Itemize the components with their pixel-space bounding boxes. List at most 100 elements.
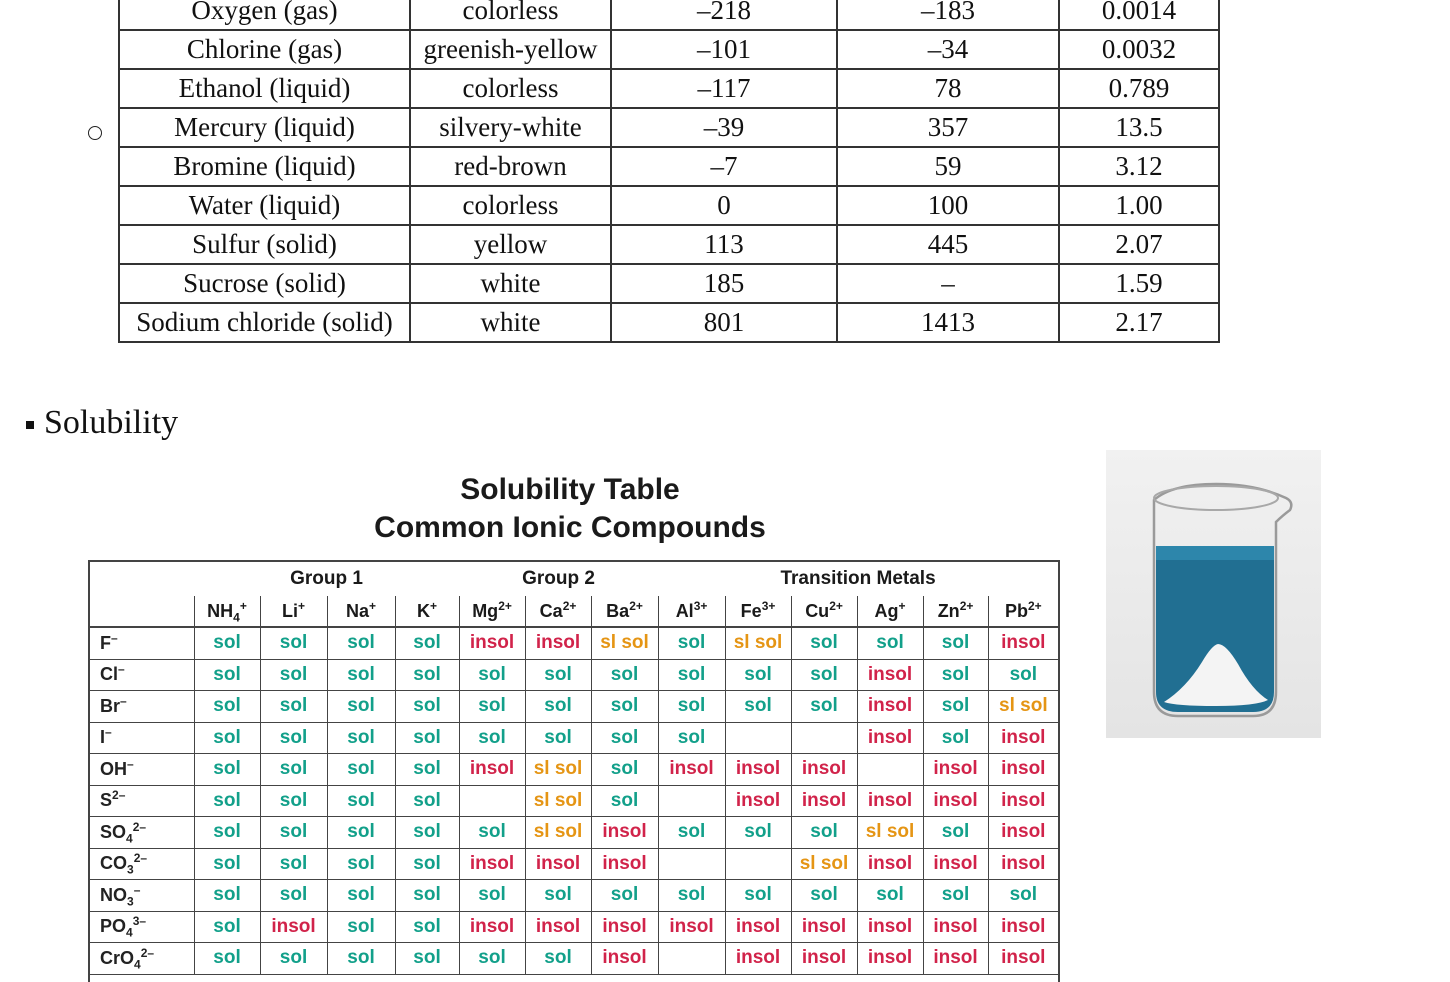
solubility-cell: insol (922, 911, 989, 943)
table-cell: –218 (610, 0, 838, 31)
solubility-cell: insol (259, 911, 327, 943)
solubility-cell: sol (856, 627, 924, 660)
table-row: Ethanol (liquid) colorless –117 78 0.789 (118, 68, 1220, 109)
solubility-cell: sol (524, 722, 592, 754)
solubility-cell: sol (259, 879, 327, 912)
solubility-cell: insol (790, 753, 858, 786)
ion-charge: 2+ (829, 598, 843, 613)
solubility-cell: sol (458, 659, 526, 691)
solubility-cell: insol (590, 911, 659, 943)
ion-symbol: S (100, 790, 113, 811)
ion-symbol: Pb (1004, 600, 1028, 621)
ion-charge: + (369, 598, 377, 613)
solubility-cell: sol (657, 627, 726, 660)
solubility-cell: sol (922, 627, 989, 660)
table-row: NO3– sol sol sol sol sol sol sol sol sol sol sol sol… (90, 879, 1058, 912)
table-row: Chlorine (gas) greenish-yellow –101 –34 0.00… (118, 29, 1220, 70)
table-cell: 1.00 (1058, 185, 1220, 226)
beaker-with-solid-icon (1152, 482, 1293, 718)
table-cell: 2.07 (1058, 224, 1220, 265)
table-row: F– sol sol sol sol insol insol sl sol sol sl sol s… (90, 627, 1058, 660)
anion-header: Cl– (90, 659, 194, 691)
solubility-cell: sol (657, 879, 726, 912)
solubility-cell: sol (259, 659, 327, 691)
table-cell: Bromine (liquid) (118, 146, 411, 187)
anion-header: PO43– (90, 911, 194, 943)
ion-symbol: Cl (100, 664, 118, 685)
cation-header: Cu2+ (790, 596, 858, 628)
anion-header: SO42– (90, 816, 194, 849)
solubility-cell: sol (193, 911, 260, 943)
solubility-table-title: Solubility Table (460, 473, 680, 506)
table-row: Mercury (liquid) silvery-white –39 357 13.5 (118, 107, 1220, 148)
solubility-cell: sol (193, 942, 260, 975)
table-cell: –39 (610, 107, 838, 148)
group-header: Group 2 (522, 568, 595, 589)
ion-charge: 3+ (761, 598, 776, 613)
solubility-cell: sol (657, 816, 726, 849)
solubility-cell: sol (657, 722, 726, 754)
solubility-cell: sol (326, 753, 395, 786)
table-cell: 100 (836, 185, 1060, 226)
corner-cell (90, 596, 194, 628)
solubility-cell: sol (590, 753, 659, 786)
solubility-cell: insol (657, 753, 726, 786)
table-row: Water (liquid) colorless 0 100 1.00 (118, 185, 1220, 226)
solubility-cell: sl sol (524, 753, 592, 786)
table-row: CrO42– sol sol sol sol sol sol insol insol insol i… (90, 942, 1058, 975)
ion-charge: – (118, 662, 125, 677)
ion-subscript: 4 (233, 610, 240, 625)
solubility-cell: sol (724, 816, 792, 849)
solubility-cell: insol (458, 848, 526, 880)
group-header: Transition Metals (780, 568, 936, 589)
table-cell: 2.17 (1058, 302, 1220, 343)
ion-charge: 2+ (562, 598, 577, 613)
solubility-cell: sol (524, 659, 592, 691)
ion-charge: 2– (133, 851, 148, 866)
solubility-cell: sol (326, 942, 395, 975)
section-heading: Solubility (26, 404, 178, 442)
solubility-cell: sol (922, 722, 989, 754)
table-cell: 185 (610, 263, 838, 304)
ion-subscript: 4 (126, 925, 133, 940)
ion-symbol: Al (675, 600, 694, 621)
solubility-cell: sol (922, 659, 989, 691)
beaker-illustration (1106, 450, 1321, 738)
solubility-cell: sol (394, 911, 460, 943)
anion-header: OH– (90, 753, 194, 786)
solubility-cell: sol (259, 722, 327, 754)
solubility-cell: insol (987, 627, 1058, 660)
solubility-cell: insol (922, 785, 989, 817)
solubility-cell: sol (259, 753, 327, 786)
table-cell: colorless (409, 0, 612, 31)
solubility-cell: sol (458, 816, 526, 849)
solubility-cell (724, 848, 792, 880)
table-cell: –117 (610, 68, 838, 109)
solubility-cell: sol (326, 659, 395, 691)
solubility-cell: sol (326, 848, 395, 880)
ion-charge: – (105, 725, 112, 740)
solubility-cell: sol (590, 722, 659, 754)
solubility-cell: sl sol (524, 785, 592, 817)
solubility-cell: insol (856, 848, 924, 880)
solubility-cell: sl sol (724, 627, 792, 660)
ion-charge: + (239, 598, 247, 613)
ion-symbol: NO (100, 884, 127, 905)
solubility-cell: insol (987, 753, 1058, 786)
solubility-cell: insol (724, 911, 792, 943)
solubility-cell: insol (922, 753, 989, 786)
ion-subscript: 4 (134, 957, 141, 972)
table-row: Br– sol sol sol sol sol sol sol sol sol sol insol so… (90, 690, 1058, 723)
solubility-cell: insol (987, 816, 1058, 849)
square-bullet-icon (26, 421, 34, 429)
solubility-cell: insol (790, 911, 858, 943)
solubility-cell: sol (394, 848, 460, 880)
cation-header: NH4+ (193, 596, 260, 628)
ion-charge: 3+ (693, 598, 708, 613)
solubility-cell: sol (524, 690, 592, 723)
solubility-table: Group 1 Group 2 Transition Metals NH4+ Li+ Na… (90, 562, 1058, 975)
ion-symbol: SO (100, 821, 127, 842)
table-cell: –101 (610, 29, 838, 70)
solubility-cell: sol (590, 659, 659, 691)
solubility-cell: insol (724, 942, 792, 975)
